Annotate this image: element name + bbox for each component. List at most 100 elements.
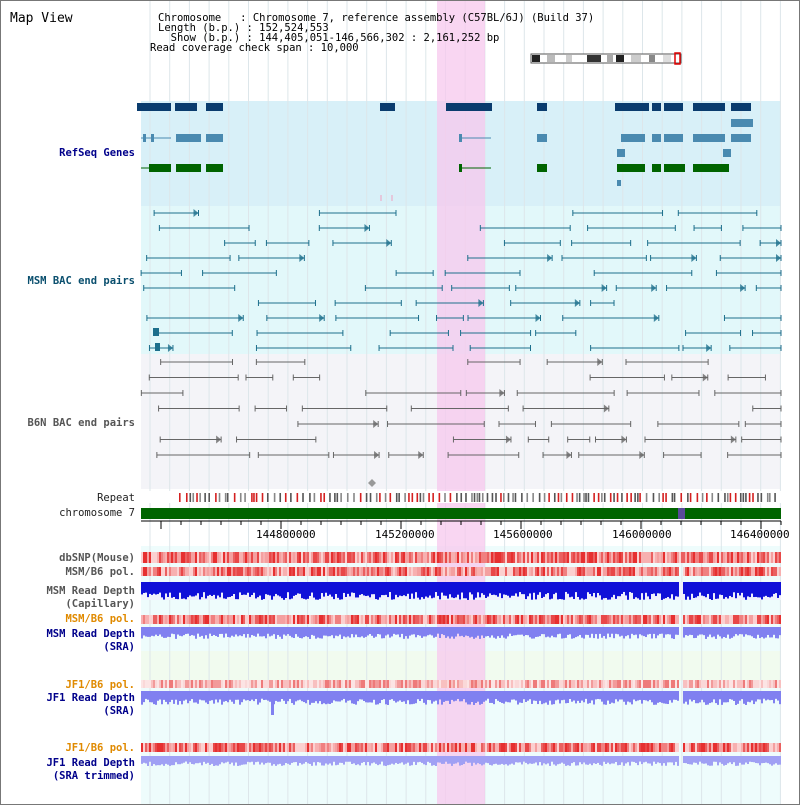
msm-depth-sra-bar: [185, 627, 187, 634]
jf1-depth-trim-bar: [179, 756, 181, 765]
msm-depth-cap-bar: [641, 582, 643, 594]
jf1-pol-trim-cell: [645, 743, 647, 752]
msm-depth-cap-bar: [339, 582, 341, 600]
jf1-depth-sra-bar: [597, 691, 599, 699]
msm-bac-pair: [238, 314, 244, 322]
dbsnp-cell: [729, 552, 731, 563]
jf1-pol-trim-cell: [589, 743, 591, 752]
repeat-element: [336, 493, 339, 502]
jf1-depth-trim-bar: [185, 756, 187, 762]
jf1-depth-trim-bar: [665, 756, 667, 766]
msm-depth-cap-bar: [541, 582, 543, 599]
jf1-depth-sra-bar: [359, 691, 361, 700]
msm-pol-sra-cell: [331, 615, 333, 624]
msm-depth-cap-bar: [589, 582, 591, 594]
msm-depth-sra-bar: [495, 627, 497, 639]
msm-bac-pair: [299, 254, 305, 262]
msm-pol-sra-cell: [261, 615, 263, 624]
msm-depth-sra-bar: [355, 627, 357, 635]
jf1-depth-trim-bar: [599, 756, 601, 765]
dbsnp-cell: [261, 552, 263, 563]
msm-depth-cap-bar: [587, 582, 589, 593]
jf1-pol-trim-cell: [337, 743, 339, 752]
jf1-pol-cell: [629, 680, 631, 688]
jf1-pol-trim-cell: [511, 743, 513, 752]
msm-pol-sra-cell: [351, 615, 353, 624]
msm-pol-sra-cell: [745, 615, 747, 624]
jf1-pol-trim-cell: [215, 743, 217, 752]
msm-depth-sra-bar: [357, 627, 359, 638]
jf1-pol-cell: [707, 680, 709, 688]
jf1-pol-trim-cell: [153, 743, 155, 752]
msm-depth-cap-bar: [465, 582, 467, 599]
jf1-depth-trim-bar: [265, 756, 267, 764]
jf1-pol-cell: [767, 680, 769, 688]
dbsnp-cell: [667, 552, 669, 563]
msm-pol-cell: [467, 567, 469, 576]
msm-pol-cell: [629, 567, 631, 576]
jf1-depth-trim-bar: [743, 756, 745, 765]
msm-depth-sra-bar: [615, 627, 617, 634]
msm-depth-sra-bar: [723, 627, 725, 638]
msm-depth-cap-bar: [425, 582, 427, 597]
jf1-pol-trim-cell: [297, 743, 299, 752]
jf1-pol-cell: [571, 680, 573, 688]
repeat-element: [645, 493, 648, 502]
msm-depth-sra-bar: [699, 627, 701, 635]
jf1-pol-trim-cell: [401, 743, 403, 752]
dbsnp-cell: [225, 552, 227, 563]
msm-depth-cap-bar: [759, 582, 761, 598]
dbsnp-cell: [327, 552, 329, 563]
b6n-bac-pair: [597, 358, 603, 366]
jf1-pol-cell: [383, 680, 385, 688]
msm-pol-sra-cell: [455, 615, 457, 624]
jf1-depth-trim-bar: [499, 756, 501, 765]
msm-pol-cell: [627, 567, 629, 576]
dbsnp-cell: [389, 552, 391, 563]
jf1-depth-sra-bar: [623, 691, 625, 702]
msm-pol-cell: [547, 567, 549, 576]
msm-depth-sra-bar: [593, 627, 595, 639]
msm-pol-cell: [509, 567, 511, 576]
msm-depth-sra-bar: [153, 627, 155, 637]
msm-pol-sra-cell: [435, 615, 437, 624]
msm-depth-sra-bar: [205, 627, 207, 636]
msm-depth-sra-bar: [307, 627, 309, 638]
jf1-pol-cell: [243, 680, 245, 688]
msm-pol-cell: [389, 567, 391, 576]
jf1-pol-trim-cell: [287, 743, 289, 752]
jf1-pol-trim-cell: [441, 743, 443, 752]
b6n-bac-pair: [621, 435, 627, 444]
jf1-pol-cell: [203, 680, 205, 688]
jf1-depth-sra-bar: [465, 691, 467, 703]
msm-depth-cap-bar: [537, 582, 539, 595]
repeat-element: [769, 493, 771, 502]
msm-depth-cap-bar: [431, 582, 433, 599]
msm-depth-cap-bar: [567, 582, 569, 594]
msm-pol-sra-cell: [477, 615, 479, 624]
msm-depth-sra-bar: [523, 627, 525, 637]
msm-pol-sra-cell: [169, 615, 171, 624]
jf1-depth-sra-bar: [753, 691, 755, 705]
msm-pol-cell: [763, 567, 765, 576]
jf1-pol-trim-cell: [729, 743, 731, 752]
msm-pol-sra-cell: [575, 615, 577, 624]
msm-depth-cap-bar: [277, 582, 279, 596]
jf1-depth-trim-bar: [593, 756, 595, 764]
jf1-depth-trim-bar: [683, 756, 685, 763]
dbsnp-cell: [683, 552, 685, 563]
dbsnp-cell: [259, 552, 261, 563]
msm-pol-sra-cell: [295, 615, 297, 624]
jf1-pol-cell: [291, 680, 293, 688]
msm-depth-cap-bar: [655, 582, 657, 597]
jf1-depth-trim-bar: [295, 756, 297, 763]
jf1-depth-trim-bar: [271, 756, 273, 766]
jf1-pol-cell: [771, 680, 773, 688]
jf1-depth-sra-bar: [625, 691, 627, 705]
msm-depth-sra-bar: [401, 627, 403, 634]
repeat-element: [199, 493, 201, 502]
jf1-depth-trim-bar: [365, 756, 367, 766]
msm-depth-cap-bar: [519, 582, 521, 593]
